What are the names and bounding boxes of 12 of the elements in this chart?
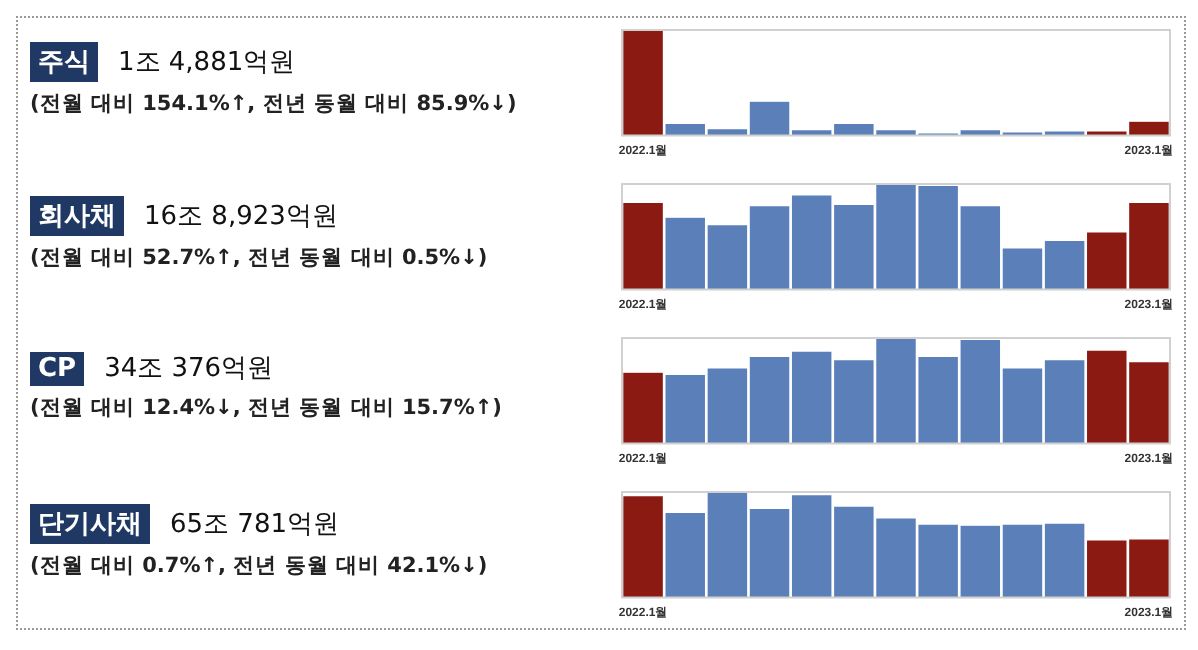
text: (전월 대비 52.7%↑, 전년 동월 대비 0.5%↓) [30, 244, 490, 272]
text: (전월 대비 12.4%↓, 전년 동월 대비 15.7%↑) [30, 394, 504, 422]
text: 34조 376억원 [104, 352, 274, 386]
text: 16조 8,923억원 [144, 200, 338, 234]
text: 65조 781억원 [170, 508, 339, 542]
text: (전월 대비 154.1%↑, 전년 동월 대비 85.9%↓) [30, 90, 519, 118]
text: (전월 대비 0.7%↑, 전년 동월 대비 42.1%↓) [30, 552, 490, 580]
text: 회사채 [30, 196, 124, 236]
text: CP [30, 351, 85, 385]
text: 단기사채 [30, 504, 150, 544]
text: 1조 4,881억원 [118, 46, 296, 80]
text: 주식 [30, 42, 98, 82]
